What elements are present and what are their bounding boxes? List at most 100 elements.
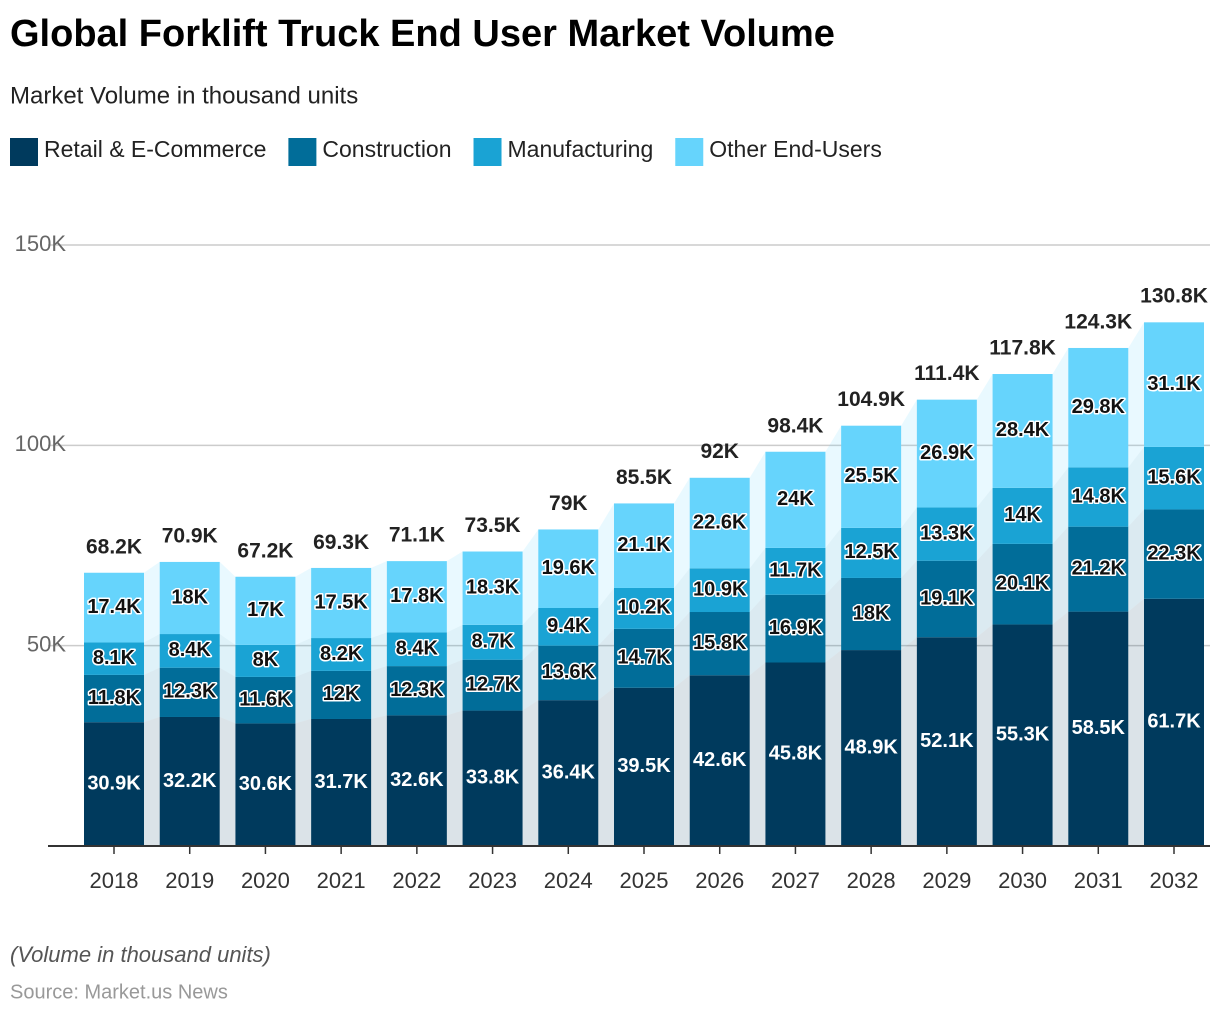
total-label: 67.2K xyxy=(237,539,293,562)
value-label: 15.8K xyxy=(693,632,747,654)
total-label: 117.8K xyxy=(989,337,1056,360)
connector xyxy=(371,715,387,846)
bar-segment xyxy=(1144,598,1204,846)
x-tick-label: 2022 xyxy=(392,868,441,893)
x-tick-label: 2031 xyxy=(1074,868,1123,893)
bar-segment xyxy=(916,637,977,846)
connector xyxy=(371,666,387,719)
bar-segment xyxy=(992,374,1053,488)
value-label: 17K xyxy=(247,599,284,621)
bar-segment xyxy=(614,628,674,688)
value-label: 8K xyxy=(253,649,279,671)
x-tick-label: 2019 xyxy=(165,868,214,893)
value-label: 45.8K xyxy=(769,743,823,765)
connector xyxy=(144,716,160,846)
bar-segment xyxy=(538,608,599,646)
bar-segment xyxy=(1068,526,1129,612)
value-label: 8.4K xyxy=(169,639,212,661)
bar-segment xyxy=(916,399,977,508)
bar-segment xyxy=(916,560,977,638)
value-label: 55.3K xyxy=(996,723,1050,745)
value-label: 12.5K xyxy=(844,541,898,563)
total-label: 71.1K xyxy=(389,524,445,547)
bar-segment xyxy=(916,507,977,561)
x-tick-label: 2032 xyxy=(1150,868,1199,893)
bar-segment xyxy=(311,567,372,639)
total-label: 92K xyxy=(700,440,739,463)
bar-segment xyxy=(1068,347,1129,468)
value-label: 30.9K xyxy=(87,772,141,794)
x-tick-label: 2024 xyxy=(544,868,593,893)
connector xyxy=(1052,347,1069,488)
connector xyxy=(598,503,614,609)
value-label: 61.7K xyxy=(1147,711,1201,733)
connector xyxy=(825,650,842,846)
bar-segment xyxy=(311,718,372,846)
connector xyxy=(901,560,917,651)
connector xyxy=(901,637,917,846)
value-label: 25.5K xyxy=(844,465,898,487)
legend-label: Manufacturing xyxy=(508,136,654,162)
x-tick-label: 2021 xyxy=(317,868,366,893)
connector xyxy=(598,628,614,701)
connector xyxy=(901,399,917,528)
connector xyxy=(144,561,160,643)
value-label: 12.7K xyxy=(466,673,520,695)
value-label: 10.9K xyxy=(693,578,747,600)
x-tick-label: 2027 xyxy=(771,868,820,893)
bar-segment xyxy=(159,561,220,635)
value-label: 8.2K xyxy=(320,643,363,665)
bar-segment xyxy=(689,675,750,846)
connector xyxy=(1128,446,1144,527)
bar-segment xyxy=(159,667,220,717)
value-label: 29.8K xyxy=(1072,396,1126,418)
x-tick-label: 2025 xyxy=(620,868,669,893)
connector xyxy=(144,634,160,675)
value-label: 8.4K xyxy=(396,638,439,660)
x-tick-label: 2030 xyxy=(998,868,1047,893)
bar-segment xyxy=(1068,467,1129,527)
value-label: 33.8K xyxy=(466,767,520,789)
value-label: 19.6K xyxy=(542,557,596,579)
value-label: 12.3K xyxy=(390,679,444,701)
bar-segment xyxy=(84,642,144,675)
value-label: 18K xyxy=(853,602,890,624)
connector xyxy=(446,710,463,846)
bar-segment xyxy=(841,650,902,846)
connector xyxy=(522,529,539,625)
connector xyxy=(1128,322,1144,468)
connector xyxy=(522,645,539,711)
connector xyxy=(825,425,842,548)
bar-segment xyxy=(235,676,296,724)
x-tick-label: 2018 xyxy=(90,868,139,893)
bar-segment xyxy=(462,624,523,660)
bar-segment xyxy=(538,645,599,701)
note: (Volume in thousand units) xyxy=(10,942,271,967)
connector xyxy=(522,700,539,846)
value-label: 10.2K xyxy=(617,597,671,619)
connector xyxy=(295,670,312,724)
connector xyxy=(295,638,312,677)
value-label: 15.6K xyxy=(1147,466,1201,488)
bar-segment xyxy=(614,503,674,588)
total-label: 104.9K xyxy=(837,388,905,411)
connector xyxy=(598,587,614,646)
bar-segment xyxy=(992,624,1053,846)
source: Source: Market.us News xyxy=(10,981,228,1003)
value-label: 22.6K xyxy=(693,511,747,533)
connector xyxy=(674,675,690,846)
connector xyxy=(144,667,160,723)
bar-segment xyxy=(311,670,372,719)
bar-segment xyxy=(159,634,220,668)
bar-segment xyxy=(84,674,144,723)
chart-subtitle: Market Volume in thousand units xyxy=(10,82,358,109)
connector xyxy=(1128,509,1144,612)
bar-segment xyxy=(235,576,296,645)
total-label: 124.3K xyxy=(1064,311,1132,334)
connector xyxy=(522,608,539,660)
total-label: 111.4K xyxy=(914,362,979,385)
value-label: 14.7K xyxy=(617,647,671,669)
bar-segment xyxy=(538,700,599,846)
value-label: 11.8K xyxy=(88,687,141,709)
